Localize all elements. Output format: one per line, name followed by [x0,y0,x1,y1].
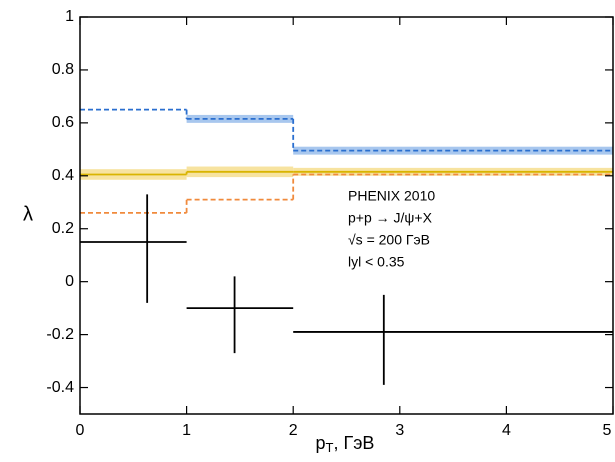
y-tick-label: 0.8 [52,61,74,78]
annotation: lyl < 0.35 [348,254,405,270]
y-tick-label: 0.4 [52,167,74,184]
x-label-main: p [316,433,326,453]
x-tick-label: 1 [182,422,191,439]
annotation: p+p → J/ψ+X [348,210,433,226]
x-label-rest: , ГэВ [334,433,375,453]
y-tick-label: 0.6 [52,114,74,131]
x-tick-label: 0 [76,422,85,439]
y-tick-label: 0 [65,273,74,290]
plot-frame [79,16,614,415]
x-label-sub: T [326,440,334,455]
annotation: √s = 200 ГэВ [348,232,430,248]
x-tick-label: 2 [289,422,298,439]
x-tick-label: 3 [395,422,404,439]
y-axis-label: λ [23,203,33,225]
y-tick-label: -0.2 [46,326,74,343]
y-tick-label: 0.2 [52,220,74,237]
x-tick-label: 4 [502,422,511,439]
y-tick-label: -0.4 [46,379,74,396]
annotation: PHENIX 2010 [348,188,435,204]
y-tick-label: 1 [65,8,74,25]
x-axis-label: pT, ГэВ [316,433,375,456]
uncertainty-band [293,146,613,155]
uncertainty-band [186,114,294,123]
x-tick-label: 5 [603,422,612,439]
